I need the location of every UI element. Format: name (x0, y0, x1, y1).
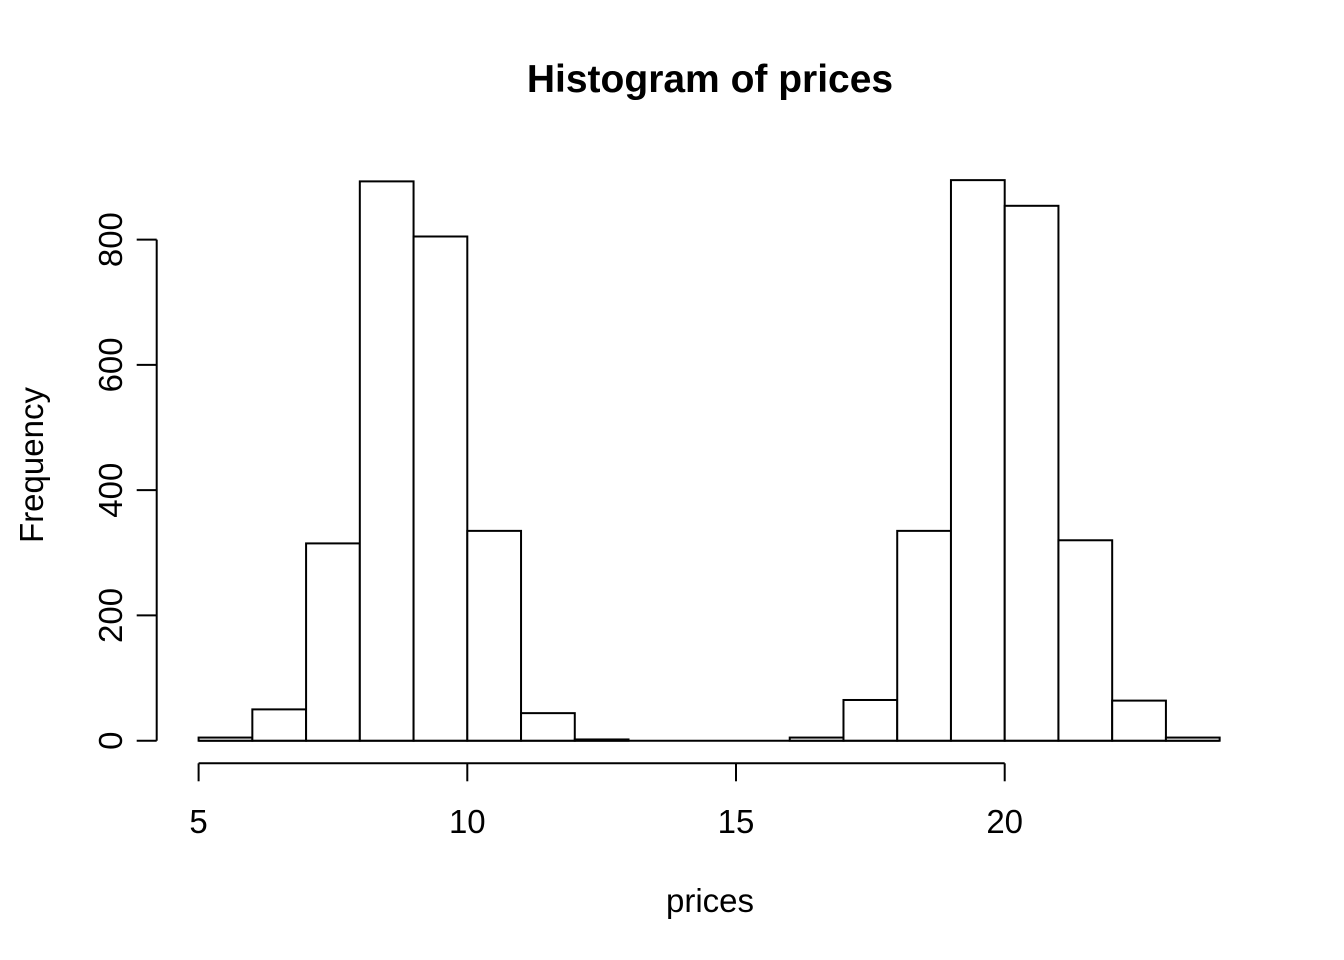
x-tick-label: 15 (718, 803, 755, 840)
x-axis-label: prices (665, 882, 755, 919)
histogram-bar (1164, 736, 1221, 742)
histogram-bar (1003, 204, 1060, 742)
histogram-bar (520, 712, 576, 742)
y-tick-label: 600 (92, 337, 129, 392)
y-axis-label: Frequency (13, 387, 50, 543)
y-tick-label: 800 (92, 212, 129, 267)
histogram-bar (949, 179, 1006, 742)
histogram-bar (842, 698, 899, 742)
histogram-bar (305, 542, 361, 742)
histogram-bar (896, 529, 952, 742)
histogram-bar (1111, 699, 1167, 742)
histogram-bar (412, 235, 469, 742)
histogram-bar (466, 529, 523, 742)
histogram-bar (788, 736, 845, 742)
histogram-bar (251, 708, 308, 742)
chart-title: Histogram of prices (526, 58, 894, 101)
histogram-bar (1057, 539, 1114, 742)
histogram-bar (197, 736, 254, 742)
histogram-bar (358, 180, 415, 742)
y-tick-label: 0 (92, 732, 129, 750)
x-tick-label: 5 (189, 803, 207, 840)
y-tick-label: 200 (92, 588, 129, 643)
x-tick-label: 10 (449, 803, 486, 840)
y-tick-label: 400 (92, 463, 129, 518)
histogram-bar (573, 738, 630, 742)
x-tick-label: 20 (986, 803, 1023, 840)
